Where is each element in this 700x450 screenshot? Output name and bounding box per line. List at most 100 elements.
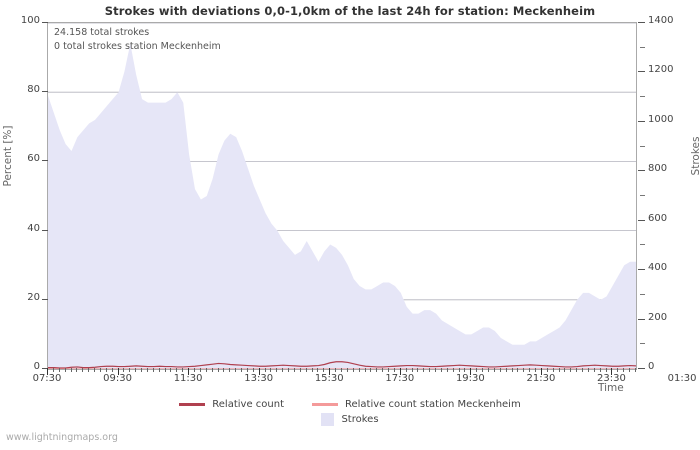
x-axis-tick-mark-minor [352, 368, 354, 372]
x-axis-tick-mark-minor [417, 368, 419, 372]
y-axis-right-minor-tick-mark [640, 195, 645, 196]
y-axis-right-minor-tick-mark [640, 46, 645, 48]
y-axis-right-label: Strokes [690, 136, 700, 176]
x-axis-tick-mark-minor [505, 368, 507, 372]
x-axis-label: Time [598, 382, 624, 394]
x-axis-tick-mark-minor [94, 368, 96, 372]
x-axis-tick-label: 21:30 [526, 373, 556, 384]
x-axis-tick-mark-minor [129, 368, 131, 372]
legend-label: Relative count [212, 399, 284, 410]
x-axis-tick-mark-minor [335, 368, 337, 372]
plot-area: 24.158 total strokes 0 total strokes sta… [47, 22, 637, 370]
x-axis-tick-mark-minor [70, 368, 72, 372]
x-axis-tick-mark-minor [152, 368, 154, 372]
y-axis-right-tick-mark [638, 368, 645, 369]
x-axis-tick-mark-minor [88, 368, 90, 372]
y-axis-right-minor-tick-mark [640, 145, 645, 147]
y-axis-left-tick-label: 60 [27, 153, 40, 165]
legend-item-relative-count-station: Relative count station Meckenheim [312, 399, 521, 410]
x-axis-tick-mark-major [611, 368, 613, 375]
x-axis-tick-mark-minor [176, 368, 178, 372]
x-axis-tick-mark-minor [276, 368, 278, 372]
x-axis-tick-mark-minor [511, 368, 513, 372]
x-axis-tick-mark-minor [52, 368, 54, 372]
x-axis-tick-mark-minor [493, 368, 495, 372]
x-axis-tick-label: 13:30 [244, 373, 274, 384]
x-axis-tick-mark-minor [570, 368, 572, 372]
x-axis-tick-mark-minor [464, 368, 466, 372]
x-axis-tick-mark-major [258, 368, 260, 375]
strokes-area-series [48, 43, 636, 369]
x-axis-tick-mark-minor [452, 368, 454, 372]
x-axis-tick-mark-minor [105, 368, 107, 372]
x-axis-tick-mark-minor [382, 368, 384, 372]
x-axis-tick-mark-minor [499, 368, 501, 372]
x-axis-tick-mark-minor [629, 368, 631, 372]
x-axis-tick-mark-minor [599, 368, 601, 372]
x-axis-tick-label: 15:30 [314, 373, 344, 384]
y-axis-left-tick-mark [42, 229, 48, 231]
x-axis-tick-mark-minor [299, 368, 301, 372]
x-axis-tick-mark-major [329, 368, 331, 375]
y-axis-right-tick-label: 0 [648, 361, 655, 372]
y-axis-right-minor-tick-mark [640, 293, 645, 295]
x-axis-tick-mark-minor [282, 368, 284, 372]
x-axis-tick-mark-minor [358, 368, 360, 372]
x-axis-tick-mark-minor [546, 368, 548, 372]
x-axis-tick-mark-minor [252, 368, 254, 372]
x-axis-tick-mark-minor [576, 368, 578, 372]
x-axis-tick-mark-minor [635, 368, 636, 372]
x-axis-tick-mark-minor [458, 368, 460, 372]
x-axis-tick-mark-minor [593, 368, 595, 372]
x-axis-tick-mark-minor [111, 368, 113, 372]
y-axis-left-tick-mark [42, 160, 48, 162]
y-axis-left-tick-label: 100 [20, 15, 40, 26]
x-axis-tick-mark-minor [623, 368, 625, 372]
y-axis-right-minor-tick-mark [640, 96, 645, 98]
y-axis-left-label: Percent [%] [2, 125, 14, 187]
x-axis-tick-mark-minor [311, 368, 313, 372]
y-axis-right-tick-label: 1400 [648, 15, 674, 26]
x-axis-tick-mark-minor [323, 368, 325, 372]
x-axis-tick-mark-minor [170, 368, 172, 372]
x-axis-tick-mark-minor [423, 368, 425, 372]
y-axis-left-tick-label: 0 [33, 361, 40, 372]
x-axis-tick-mark-minor [288, 368, 290, 372]
x-axis-tick-mark-minor [223, 368, 225, 372]
y-axis-right-minor-tick-mark [640, 244, 645, 246]
x-axis-tick-mark-major [470, 368, 472, 375]
legend-item-strokes: Strokes [321, 413, 379, 426]
footer-watermark: www.lightningmaps.org [6, 432, 118, 443]
legend-item-relative-count: Relative count [179, 399, 284, 410]
y-axis-left-tick-label: 40 [27, 222, 40, 234]
x-axis-tick-mark-minor [411, 368, 413, 372]
annotation-station-strokes: 0 total strokes station Meckenheim [54, 41, 221, 52]
x-axis-tick-mark-minor [82, 368, 84, 372]
x-axis-tick-label: 07:30 [32, 373, 62, 384]
x-axis-tick-mark-minor [158, 368, 160, 372]
x-axis-tick-mark-minor [217, 368, 219, 372]
x-axis-tick-mark-minor [517, 368, 519, 372]
x-axis-tick-mark-minor [376, 368, 378, 372]
y-axis-right-tick-label: 1200 [648, 64, 674, 76]
plot-svg [48, 23, 636, 369]
x-axis-tick-mark-major [117, 368, 119, 375]
x-axis-tick-mark-minor [141, 368, 143, 372]
legend-area-swatch-icon [321, 413, 335, 426]
x-axis-tick-mark-minor [476, 368, 478, 372]
x-axis-tick-mark-minor [164, 368, 166, 372]
x-axis-tick-mark-minor [270, 368, 272, 372]
y-axis-left-tick-label: 20 [27, 291, 40, 303]
x-axis-tick-mark-major [47, 368, 48, 375]
x-axis-tick-mark-minor [429, 368, 431, 372]
x-axis-tick-mark-minor [388, 368, 390, 372]
x-axis-tick-mark-minor [482, 368, 484, 372]
x-axis-tick-mark-minor [211, 368, 213, 372]
x-axis-tick-mark-minor [235, 368, 237, 372]
x-axis-tick-mark-minor [182, 368, 184, 372]
x-axis-tick-mark-minor [194, 368, 195, 372]
x-axis-tick-label: 23:30 [597, 373, 626, 384]
x-axis-tick-mark-minor [246, 368, 248, 372]
x-axis-tick-mark-minor [99, 368, 101, 372]
